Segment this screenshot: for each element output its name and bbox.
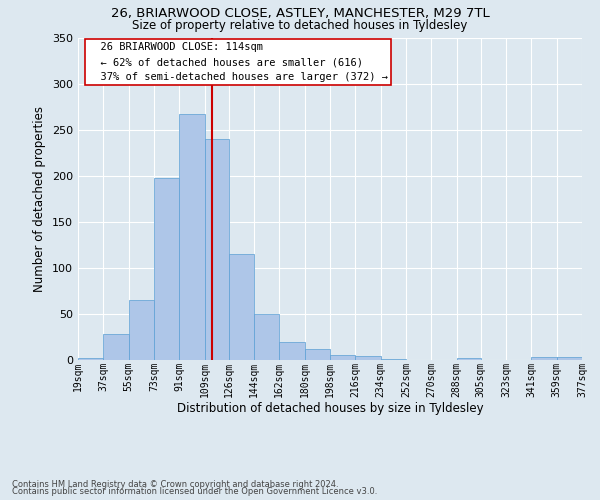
Bar xyxy=(380,359,406,360)
Text: Size of property relative to detached houses in Tyldesley: Size of property relative to detached ho… xyxy=(133,19,467,32)
Y-axis label: Number of detached properties: Number of detached properties xyxy=(34,106,46,292)
Bar xyxy=(305,349,330,360)
Text: 26 BRIARWOOD CLOSE: 114sqm
  ← 62% of detached houses are smaller (616)
  37% of: 26 BRIARWOOD CLOSE: 114sqm ← 62% of deta… xyxy=(88,42,388,82)
X-axis label: Distribution of detached houses by size in Tyldesley: Distribution of detached houses by size … xyxy=(176,402,484,415)
Bar xyxy=(205,139,229,360)
Bar xyxy=(557,357,582,360)
Bar xyxy=(355,356,380,360)
Bar xyxy=(330,356,355,360)
Bar xyxy=(280,342,305,360)
Text: 26, BRIARWOOD CLOSE, ASTLEY, MANCHESTER, M29 7TL: 26, BRIARWOOD CLOSE, ASTLEY, MANCHESTER,… xyxy=(110,8,490,20)
Bar xyxy=(254,314,280,360)
Bar xyxy=(78,358,103,360)
Bar xyxy=(532,357,557,360)
Text: Contains public sector information licensed under the Open Government Licence v3: Contains public sector information licen… xyxy=(12,487,377,496)
Bar xyxy=(457,358,481,360)
Bar xyxy=(128,300,154,360)
Text: Contains HM Land Registry data © Crown copyright and database right 2024.: Contains HM Land Registry data © Crown c… xyxy=(12,480,338,489)
Bar xyxy=(154,178,179,360)
Bar xyxy=(179,114,205,360)
Bar xyxy=(229,254,254,360)
Bar xyxy=(103,334,128,360)
